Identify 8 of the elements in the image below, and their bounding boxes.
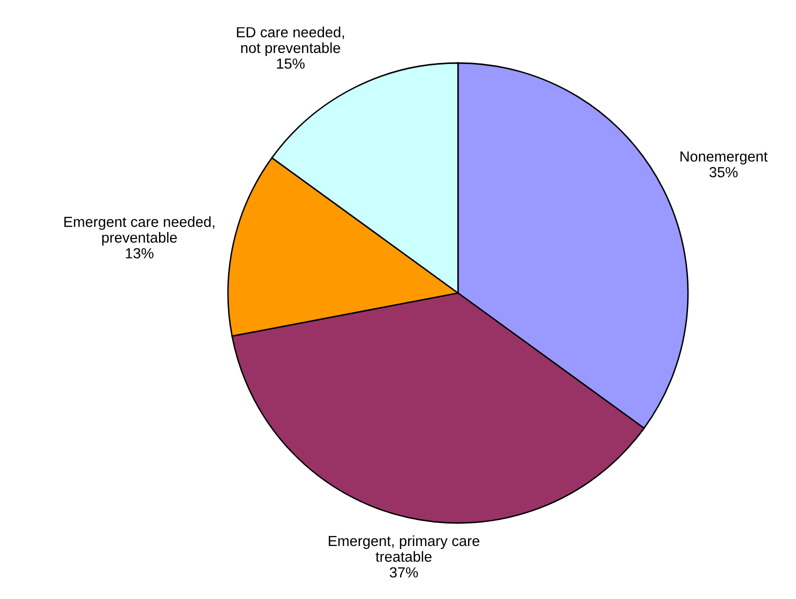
data-label: 13% [126, 248, 154, 258]
slice-label: Emergent care needed, preventable [64, 216, 214, 246]
data-label: 35% [709, 167, 738, 178]
data-label: 15% [277, 58, 305, 69]
slice-label: Emergent, primary care treatable [328, 535, 480, 562]
slice-label: Nonemergent [680, 151, 768, 165]
data-label: 37% [390, 567, 418, 578]
slice-label: ED care needed, not preventable [236, 26, 344, 56]
